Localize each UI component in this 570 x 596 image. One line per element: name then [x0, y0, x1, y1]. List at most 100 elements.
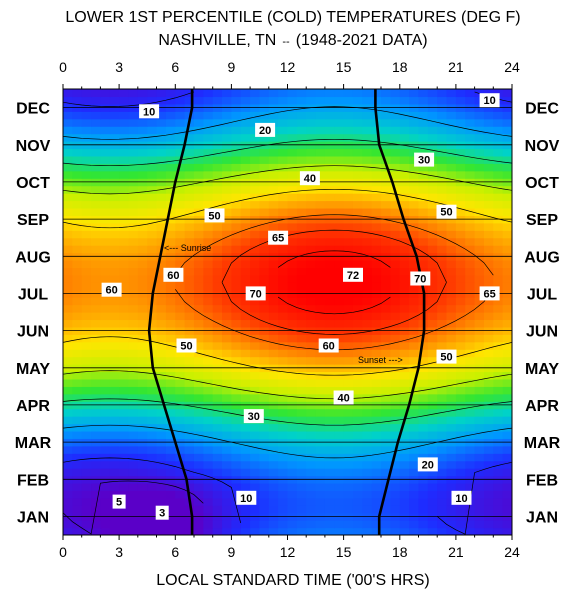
- heat-cell: [465, 118, 476, 127]
- heat-cell: [63, 193, 73, 202]
- heat-cell: [222, 163, 232, 172]
- heat-cell: [250, 193, 261, 202]
- heat-cell: [203, 334, 214, 343]
- contour-label: 30: [414, 152, 435, 167]
- heat-cell: [362, 111, 373, 120]
- heat-cell: [381, 349, 391, 358]
- heat-cell: [250, 163, 261, 172]
- heat-cell: [409, 393, 420, 402]
- heat-cell: [352, 282, 363, 291]
- heat-cell: [137, 148, 148, 157]
- heat-cell: [465, 297, 476, 306]
- heat-cell: [474, 393, 485, 402]
- heat-cell: [81, 163, 92, 172]
- heat-cell: [324, 304, 335, 313]
- heat-cell: [352, 155, 363, 164]
- month-label-right: AUG: [524, 249, 560, 266]
- heat-cell: [128, 282, 139, 291]
- heat-cell: [334, 356, 345, 365]
- heat-cell: [63, 237, 73, 246]
- heat-cell: [352, 193, 363, 202]
- heat-cell: [287, 282, 298, 291]
- heat-cell: [352, 230, 363, 239]
- heat-cell: [334, 468, 345, 477]
- heat-cell: [455, 408, 466, 417]
- heat-cell: [483, 319, 494, 328]
- contour-label-text: 72: [347, 270, 359, 282]
- heat-cell: [287, 527, 298, 535]
- heat-cell: [156, 423, 167, 432]
- heat-cell: [390, 304, 401, 313]
- heat-cell: [72, 482, 83, 491]
- heat-cell: [390, 170, 401, 179]
- heat-cell: [409, 118, 420, 127]
- contour-label: 40: [299, 171, 320, 186]
- heat-cell: [119, 393, 130, 402]
- heat-cell: [128, 312, 139, 321]
- heat-cell: [418, 163, 429, 172]
- heat-cell: [483, 170, 494, 179]
- heat-cell: [63, 89, 73, 98]
- heat-cell: [287, 222, 298, 231]
- heat-cell: [119, 96, 130, 105]
- heat-cell: [100, 341, 111, 350]
- heat-cell: [455, 170, 466, 179]
- heat-cell: [203, 393, 214, 402]
- heat-cell: [128, 118, 139, 127]
- heat-cell: [474, 349, 485, 358]
- heat-cell: [287, 423, 298, 432]
- heat-cell: [100, 126, 111, 135]
- heat-cell: [390, 393, 401, 402]
- heat-cell: [231, 170, 242, 179]
- heat-cell: [465, 267, 476, 276]
- heat-cell: [483, 393, 494, 402]
- heat-cell: [137, 118, 148, 127]
- heat-cell: [231, 430, 242, 439]
- heat-cell: [109, 267, 120, 276]
- heat-cell: [324, 89, 335, 98]
- heat-cell: [81, 468, 92, 477]
- heat-cell: [109, 453, 120, 462]
- heat-cell: [324, 237, 335, 246]
- heat-cell: [352, 297, 363, 306]
- heat-cell: [81, 423, 92, 432]
- heat-cell: [474, 312, 485, 321]
- contour-label-text: 50: [440, 207, 452, 219]
- contour-label-box: [299, 171, 320, 186]
- heat-cell: [63, 453, 73, 462]
- heat-cell: [212, 393, 223, 402]
- heat-cell: [474, 416, 485, 425]
- heat-cell: [91, 490, 102, 499]
- heat-cell: [455, 416, 466, 425]
- heat-cell: [128, 356, 139, 365]
- heat-cell: [306, 274, 317, 283]
- heat-cell: [390, 482, 401, 491]
- heat-cell: [409, 111, 420, 120]
- heat-cell: [240, 274, 251, 283]
- heat-cell: [306, 378, 317, 387]
- heat-cell: [399, 468, 410, 477]
- heat-cell: [119, 148, 130, 157]
- heat-cell: [427, 193, 438, 202]
- heat-cell: [362, 505, 373, 514]
- heat-cell: [287, 185, 298, 194]
- heat-cell: [296, 349, 307, 358]
- heat-cell: [128, 185, 139, 194]
- heat-cell: [165, 349, 176, 358]
- heat-cell: [100, 490, 111, 499]
- heat-cell: [100, 230, 111, 239]
- heat-cell: [72, 349, 83, 358]
- heat-cell: [91, 408, 102, 417]
- contour-line: [63, 457, 242, 524]
- heat-cell: [409, 460, 420, 469]
- heat-cell: [137, 423, 148, 432]
- heat-cell: [165, 126, 176, 135]
- heat-cell: [296, 230, 307, 239]
- heat-cell: [371, 527, 382, 535]
- heat-cell: [137, 378, 148, 387]
- heat-cell: [231, 133, 242, 142]
- heat-cell: [446, 497, 457, 506]
- heat-cell: [109, 297, 120, 306]
- heat-cell: [362, 222, 373, 231]
- heat-cell: [371, 200, 382, 209]
